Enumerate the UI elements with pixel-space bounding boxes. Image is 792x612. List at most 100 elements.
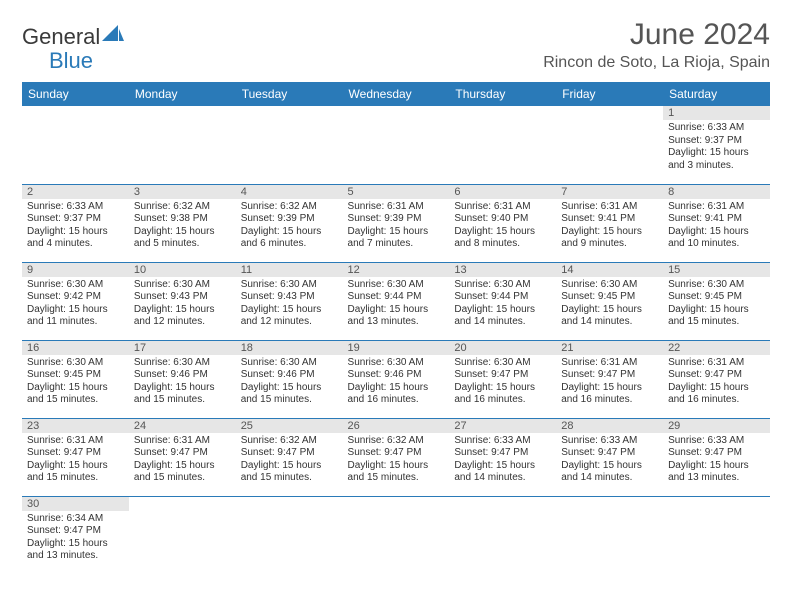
day-body: Sunrise: 6:33 AMSunset: 9:47 PMDaylight:… — [449, 433, 556, 489]
sunset-line: Sunset: 9:45 PM — [668, 291, 765, 304]
calendar-day-cell: 6Sunrise: 6:31 AMSunset: 9:40 PMDaylight… — [449, 184, 556, 262]
calendar-day-cell: 15Sunrise: 6:30 AMSunset: 9:45 PMDayligh… — [663, 262, 770, 340]
calendar-day-cell: 23Sunrise: 6:31 AMSunset: 9:47 PMDayligh… — [22, 418, 129, 496]
day-number: 7 — [556, 185, 663, 199]
day-body: Sunrise: 6:32 AMSunset: 9:47 PMDaylight:… — [343, 433, 450, 489]
daylight-line: Daylight: 15 hours and 3 minutes. — [668, 147, 765, 172]
sunrise-line: Sunrise: 6:31 AM — [668, 357, 765, 370]
sunset-line: Sunset: 9:47 PM — [454, 369, 551, 382]
sunset-line: Sunset: 9:43 PM — [134, 291, 231, 304]
calendar-day-cell: 14Sunrise: 6:30 AMSunset: 9:45 PMDayligh… — [556, 262, 663, 340]
calendar-day-cell: 25Sunrise: 6:32 AMSunset: 9:47 PMDayligh… — [236, 418, 343, 496]
daylight-line: Daylight: 15 hours and 15 minutes. — [134, 460, 231, 485]
day-body: Sunrise: 6:30 AMSunset: 9:45 PMDaylight:… — [22, 355, 129, 411]
daylight-line: Daylight: 15 hours and 15 minutes. — [27, 460, 124, 485]
sunrise-line: Sunrise: 6:30 AM — [668, 279, 765, 292]
day-body: Sunrise: 6:30 AMSunset: 9:46 PMDaylight:… — [129, 355, 236, 411]
day-number: 28 — [556, 419, 663, 433]
daylight-line: Daylight: 15 hours and 16 minutes. — [454, 382, 551, 407]
calendar-day-cell: 3Sunrise: 6:32 AMSunset: 9:38 PMDaylight… — [129, 184, 236, 262]
day-number: 21 — [556, 341, 663, 355]
day-number: 29 — [663, 419, 770, 433]
calendar-day-cell — [343, 106, 450, 184]
daylight-line: Daylight: 15 hours and 8 minutes. — [454, 226, 551, 251]
sunset-line: Sunset: 9:47 PM — [561, 369, 658, 382]
calendar-week-row: 9Sunrise: 6:30 AMSunset: 9:42 PMDaylight… — [22, 262, 770, 340]
calendar-day-cell — [449, 106, 556, 184]
daylight-line: Daylight: 15 hours and 10 minutes. — [668, 226, 765, 251]
calendar-week-row: 1Sunrise: 6:33 AMSunset: 9:37 PMDaylight… — [22, 106, 770, 184]
calendar-week-row: 16Sunrise: 6:30 AMSunset: 9:45 PMDayligh… — [22, 340, 770, 418]
day-body: Sunrise: 6:31 AMSunset: 9:41 PMDaylight:… — [556, 199, 663, 255]
day-body: Sunrise: 6:30 AMSunset: 9:46 PMDaylight:… — [343, 355, 450, 411]
brand-logo: General — [22, 24, 124, 50]
calendar-day-cell: 4Sunrise: 6:32 AMSunset: 9:39 PMDaylight… — [236, 184, 343, 262]
sunrise-line: Sunrise: 6:32 AM — [241, 435, 338, 448]
sunset-line: Sunset: 9:45 PM — [561, 291, 658, 304]
calendar-day-cell: 7Sunrise: 6:31 AMSunset: 9:41 PMDaylight… — [556, 184, 663, 262]
day-number: 6 — [449, 185, 556, 199]
calendar-day-cell: 2Sunrise: 6:33 AMSunset: 9:37 PMDaylight… — [22, 184, 129, 262]
day-number: 8 — [663, 185, 770, 199]
sunset-line: Sunset: 9:47 PM — [668, 369, 765, 382]
daylight-line: Daylight: 15 hours and 15 minutes. — [27, 382, 124, 407]
daylight-line: Daylight: 15 hours and 16 minutes. — [668, 382, 765, 407]
sunrise-line: Sunrise: 6:31 AM — [27, 435, 124, 448]
day-number: 23 — [22, 419, 129, 433]
sunset-line: Sunset: 9:38 PM — [134, 213, 231, 226]
calendar-day-cell: 30Sunrise: 6:34 AMSunset: 9:47 PMDayligh… — [22, 496, 129, 574]
sunrise-line: Sunrise: 6:30 AM — [134, 357, 231, 370]
sunrise-line: Sunrise: 6:32 AM — [241, 201, 338, 214]
daylight-line: Daylight: 15 hours and 14 minutes. — [561, 460, 658, 485]
weekday-header: Monday — [129, 82, 236, 106]
daylight-line: Daylight: 15 hours and 14 minutes. — [561, 304, 658, 329]
calendar-week-row: 30Sunrise: 6:34 AMSunset: 9:47 PMDayligh… — [22, 496, 770, 574]
weekday-header: Thursday — [449, 82, 556, 106]
calendar-day-cell: 8Sunrise: 6:31 AMSunset: 9:41 PMDaylight… — [663, 184, 770, 262]
day-number: 18 — [236, 341, 343, 355]
calendar-day-cell: 27Sunrise: 6:33 AMSunset: 9:47 PMDayligh… — [449, 418, 556, 496]
daylight-line: Daylight: 15 hours and 12 minutes. — [241, 304, 338, 329]
daylight-line: Daylight: 15 hours and 4 minutes. — [27, 226, 124, 251]
calendar-day-cell: 28Sunrise: 6:33 AMSunset: 9:47 PMDayligh… — [556, 418, 663, 496]
calendar-day-cell — [556, 496, 663, 574]
day-body: Sunrise: 6:30 AMSunset: 9:43 PMDaylight:… — [236, 277, 343, 333]
day-number: 24 — [129, 419, 236, 433]
calendar-day-cell: 9Sunrise: 6:30 AMSunset: 9:42 PMDaylight… — [22, 262, 129, 340]
sunrise-line: Sunrise: 6:33 AM — [668, 435, 765, 448]
sunset-line: Sunset: 9:47 PM — [134, 447, 231, 460]
sunrise-line: Sunrise: 6:30 AM — [27, 279, 124, 292]
daylight-line: Daylight: 15 hours and 13 minutes. — [668, 460, 765, 485]
sunrise-line: Sunrise: 6:32 AM — [348, 435, 445, 448]
sunrise-line: Sunrise: 6:30 AM — [348, 357, 445, 370]
day-number: 10 — [129, 263, 236, 277]
brand-blue: Blue — [49, 48, 93, 74]
calendar-day-cell: 29Sunrise: 6:33 AMSunset: 9:47 PMDayligh… — [663, 418, 770, 496]
day-body: Sunrise: 6:30 AMSunset: 9:42 PMDaylight:… — [22, 277, 129, 333]
day-number: 12 — [343, 263, 450, 277]
sunrise-line: Sunrise: 6:31 AM — [561, 201, 658, 214]
calendar-day-cell: 20Sunrise: 6:30 AMSunset: 9:47 PMDayligh… — [449, 340, 556, 418]
calendar-week-row: 23Sunrise: 6:31 AMSunset: 9:47 PMDayligh… — [22, 418, 770, 496]
calendar-day-cell: 24Sunrise: 6:31 AMSunset: 9:47 PMDayligh… — [129, 418, 236, 496]
daylight-line: Daylight: 15 hours and 15 minutes. — [348, 460, 445, 485]
day-number: 22 — [663, 341, 770, 355]
day-number: 27 — [449, 419, 556, 433]
calendar-day-cell: 1Sunrise: 6:33 AMSunset: 9:37 PMDaylight… — [663, 106, 770, 184]
day-number: 14 — [556, 263, 663, 277]
day-body: Sunrise: 6:31 AMSunset: 9:41 PMDaylight:… — [663, 199, 770, 255]
calendar-day-cell — [236, 106, 343, 184]
sunset-line: Sunset: 9:44 PM — [348, 291, 445, 304]
day-number: 1 — [663, 106, 770, 120]
daylight-line: Daylight: 15 hours and 15 minutes. — [668, 304, 765, 329]
sunrise-line: Sunrise: 6:31 AM — [454, 201, 551, 214]
day-body: Sunrise: 6:33 AMSunset: 9:47 PMDaylight:… — [663, 433, 770, 489]
sunset-line: Sunset: 9:46 PM — [348, 369, 445, 382]
day-body: Sunrise: 6:32 AMSunset: 9:39 PMDaylight:… — [236, 199, 343, 255]
sunrise-line: Sunrise: 6:33 AM — [668, 122, 765, 135]
sunset-line: Sunset: 9:37 PM — [27, 213, 124, 226]
calendar-day-cell: 13Sunrise: 6:30 AMSunset: 9:44 PMDayligh… — [449, 262, 556, 340]
day-body: Sunrise: 6:30 AMSunset: 9:44 PMDaylight:… — [449, 277, 556, 333]
daylight-line: Daylight: 15 hours and 15 minutes. — [241, 460, 338, 485]
day-body: Sunrise: 6:31 AMSunset: 9:47 PMDaylight:… — [129, 433, 236, 489]
